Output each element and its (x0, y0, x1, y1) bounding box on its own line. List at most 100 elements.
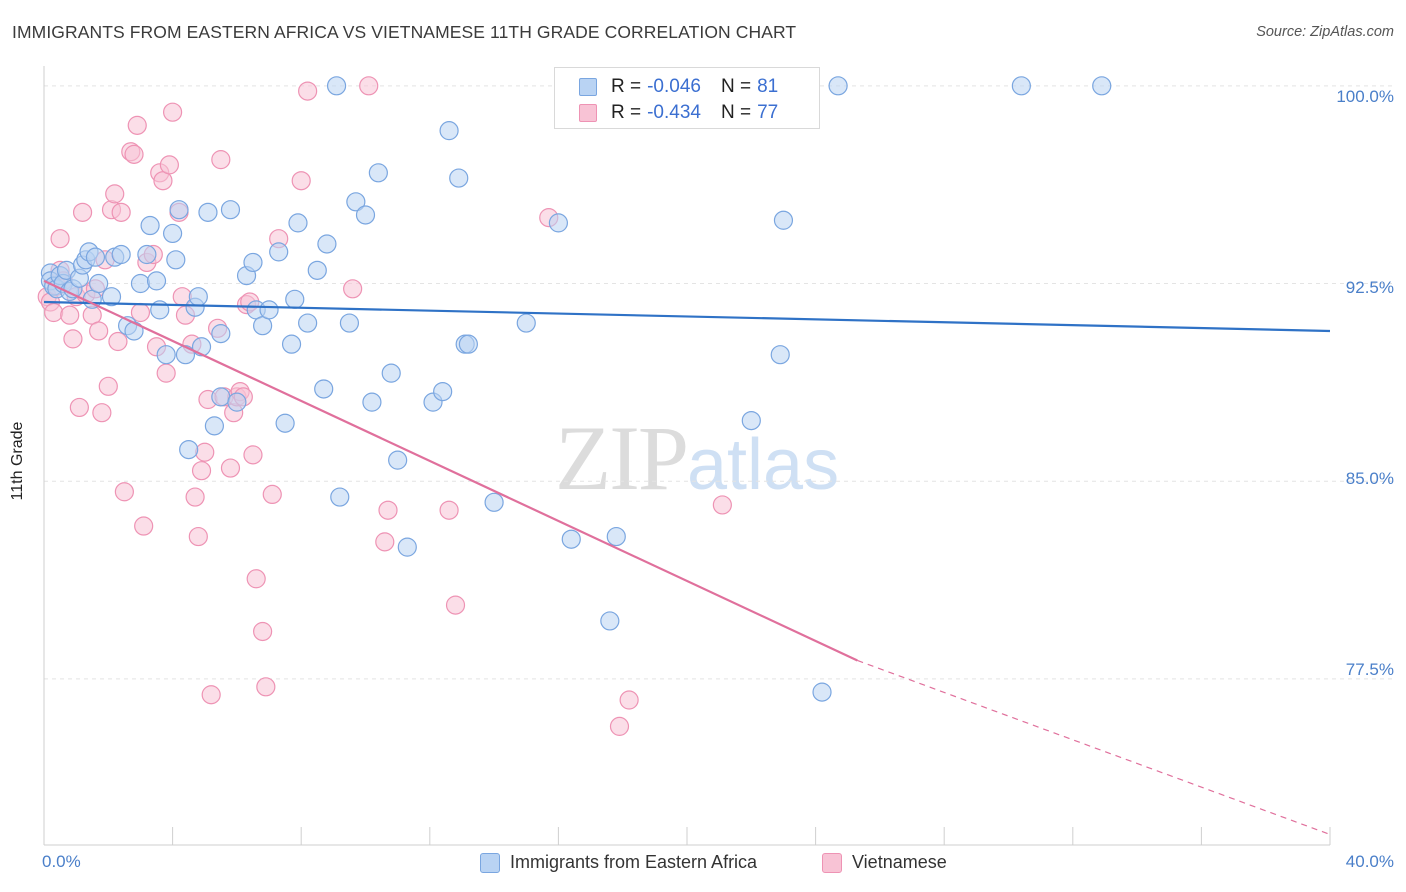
eastern-africa-point (137, 244, 157, 265)
eastern-africa-point (600, 611, 620, 631)
eastern-africa-point (89, 273, 109, 294)
vietnamese-point (359, 76, 379, 96)
eastern-africa-point (275, 413, 295, 433)
vietnamese-point (98, 376, 118, 396)
eastern-africa-point (281, 334, 302, 354)
eastern-africa-point (606, 526, 626, 547)
eastern-africa-point (458, 334, 478, 354)
eastern-africa-point (288, 213, 308, 233)
vietnamese-point (191, 461, 212, 481)
pink-swatch-icon (822, 852, 842, 873)
eastern-africa-point (773, 210, 794, 230)
vietnamese-point (114, 482, 134, 502)
eastern-africa-point (285, 289, 305, 309)
legend-item-eastern-africa[interactable]: Immigrants from Eastern Africa (480, 852, 757, 873)
vietnamese-point (243, 445, 263, 465)
eastern-africa-point (561, 529, 581, 549)
stats-legend-row-vietnamese: R = -0.434 N = 77 (579, 100, 778, 126)
eastern-africa-point (156, 345, 176, 365)
eastern-africa-point (175, 345, 196, 365)
eastern-africa-point (314, 379, 334, 399)
eastern-africa-point (220, 200, 241, 220)
eastern-africa-point (140, 215, 160, 236)
eastern-africa-point (355, 205, 376, 225)
vietnamese-point (375, 532, 395, 552)
eastern-africa-point (163, 223, 183, 244)
eastern-africa-point (339, 313, 360, 333)
eastern-africa-point (330, 487, 350, 507)
vietnamese-point (111, 202, 131, 222)
eastern-africa-point (362, 392, 382, 412)
vietnamese-point (291, 171, 311, 191)
eastern-africa-point (770, 345, 790, 365)
eastern-africa-point (243, 252, 263, 273)
vietnamese-point (50, 229, 70, 249)
eastern-africa-point (828, 76, 848, 96)
r-value: -0.434 (647, 102, 701, 123)
eastern-africa-point (484, 492, 504, 512)
eastern-africa-point (433, 381, 453, 402)
y-tick-label: 85.0% (1345, 469, 1394, 488)
eastern-africa-point (397, 537, 417, 557)
eastern-africa-point (204, 416, 224, 436)
r-label: R = (611, 76, 642, 97)
blue-swatch-icon (579, 78, 597, 96)
n-label: N = (720, 76, 752, 97)
stats-legend-row-eastern-africa: R = -0.046 N = 81 (579, 74, 778, 100)
vietnamese-point (163, 102, 183, 122)
eastern-africa-point (368, 163, 388, 183)
vietnamese-point (92, 403, 112, 423)
eastern-africa-point (381, 363, 401, 383)
eastern-africa-trend-line (43, 300, 1331, 333)
axes (43, 66, 1331, 846)
eastern-africa-point (548, 213, 569, 233)
x-tick-label: 0.0% (42, 852, 81, 871)
vietnamese-point (298, 81, 318, 101)
eastern-africa-point (269, 242, 289, 262)
eastern-africa-point (191, 337, 212, 357)
eastern-africa-point (317, 234, 337, 254)
y-tick-label: 77.5% (1345, 660, 1394, 679)
y-axis-label: 11th Grade (9, 421, 26, 501)
vietnamese-point (343, 279, 363, 299)
vietnamese-point (72, 202, 93, 222)
vietnamese-point (195, 442, 215, 462)
source-note[interactable]: Source: ZipAtlas.com (1256, 24, 1394, 40)
eastern-africa-point (741, 410, 761, 431)
eastern-africa-point (146, 271, 167, 291)
eastern-africa-point (1011, 76, 1031, 96)
pink-swatch-icon (579, 104, 597, 122)
vietnamese-point (211, 150, 231, 170)
vietnamese-point (256, 677, 276, 697)
n-label: N = (720, 102, 752, 123)
vietnamese-point (127, 115, 147, 135)
eastern-africa-point (85, 247, 106, 267)
legend-label: Immigrants from Eastern Africa (510, 852, 758, 872)
vietnamese-point (619, 690, 639, 710)
eastern-africa-point (198, 202, 218, 222)
n-value: 77 (757, 102, 779, 123)
legend-label: Vietnamese (852, 852, 947, 872)
y-tick-label: 92.5% (1345, 278, 1394, 297)
series-legend: Immigrants from Eastern Africa Vietnames… (0, 852, 1406, 876)
vietnamese-trend-line (43, 279, 858, 662)
eastern-africa-point (130, 273, 151, 294)
eastern-africa-point (188, 287, 208, 307)
vietnamese-point (188, 526, 208, 547)
eastern-africa-point (169, 200, 189, 220)
eastern-africa-points (40, 76, 1112, 702)
eastern-africa-point (812, 682, 832, 702)
vietnamese-point (159, 155, 179, 175)
eastern-africa-point (259, 300, 279, 320)
vietnamese-point (712, 495, 732, 515)
eastern-africa-point (1092, 76, 1112, 96)
vietnamese-point (89, 321, 109, 341)
eastern-africa-point (101, 287, 122, 307)
trend-lines (43, 279, 1331, 836)
eastern-africa-point (298, 313, 318, 333)
eastern-africa-point (326, 76, 347, 96)
vietnamese-point (108, 331, 128, 352)
eastern-africa-point (439, 121, 459, 141)
legend-item-vietnamese[interactable]: Vietnamese (822, 852, 947, 873)
